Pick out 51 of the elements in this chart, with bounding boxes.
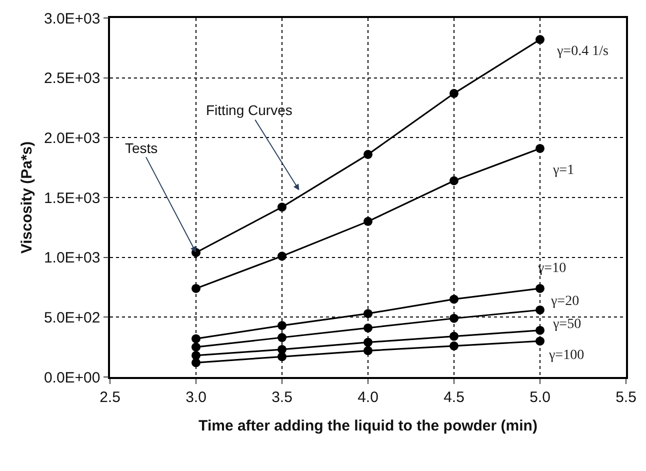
point xyxy=(450,314,458,323)
x-tick-label: 3.0 xyxy=(186,388,206,406)
point xyxy=(192,334,200,344)
x-tick-label: 2.5 xyxy=(100,388,120,406)
point xyxy=(450,88,458,98)
point xyxy=(278,352,286,362)
point xyxy=(278,333,286,342)
y-tick-label: 3.0E+03 xyxy=(44,10,100,28)
point xyxy=(364,309,372,318)
point xyxy=(450,341,458,350)
point xyxy=(364,338,372,347)
series-label: γ=10 xyxy=(537,261,566,276)
x-tick-label: 5.5 xyxy=(616,388,636,406)
point xyxy=(450,294,458,304)
point xyxy=(536,305,544,314)
point xyxy=(278,202,286,212)
x-tick-label: 4.0 xyxy=(358,388,378,406)
y-tick-label: 2.5E+03 xyxy=(44,70,100,88)
point xyxy=(536,284,544,293)
series-label: γ=20 xyxy=(550,294,580,309)
point xyxy=(364,323,372,332)
x-tick-label: 3.5 xyxy=(272,388,292,406)
series-label: γ=50 xyxy=(552,317,582,332)
annotation: Fitting Curves xyxy=(206,102,292,118)
point xyxy=(364,346,372,356)
point xyxy=(192,342,200,352)
point xyxy=(192,284,200,293)
y-tick-label: 0.0E+00 xyxy=(44,369,100,386)
point xyxy=(364,216,372,226)
annotation: Tests xyxy=(125,140,158,156)
y-tick-label: 1.0E+03 xyxy=(44,250,100,267)
x-tick-label: 4.5 xyxy=(444,388,464,406)
series-label: γ=100 xyxy=(548,348,584,363)
y-tick-label: 1.5E+03 xyxy=(44,190,100,207)
point xyxy=(536,35,544,44)
y-tick-label: 5.0E+02 xyxy=(44,309,100,326)
point xyxy=(536,336,544,346)
point xyxy=(278,321,286,330)
series-label: γ=1 xyxy=(552,163,574,178)
y-tick-label: 2.0E+03 xyxy=(44,130,100,147)
point xyxy=(536,326,544,335)
point xyxy=(278,252,286,261)
point xyxy=(536,144,544,153)
series-label: γ=0.4 1/s xyxy=(556,44,608,59)
point xyxy=(364,150,372,159)
x-tick-label: 5.0 xyxy=(530,388,550,406)
point xyxy=(450,176,458,186)
point xyxy=(192,358,200,368)
y-axis-title: Viscosity (Pa*s) xyxy=(18,141,36,254)
x-axis-title: Time after adding the liquid to the powder (min) xyxy=(198,417,538,434)
point xyxy=(450,332,458,341)
